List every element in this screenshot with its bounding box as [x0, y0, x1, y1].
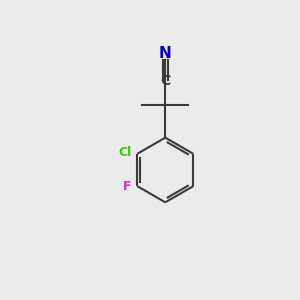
Text: N: N [159, 46, 172, 61]
Text: C: C [160, 74, 171, 88]
Text: F: F [123, 180, 131, 193]
Text: Cl: Cl [118, 146, 131, 159]
